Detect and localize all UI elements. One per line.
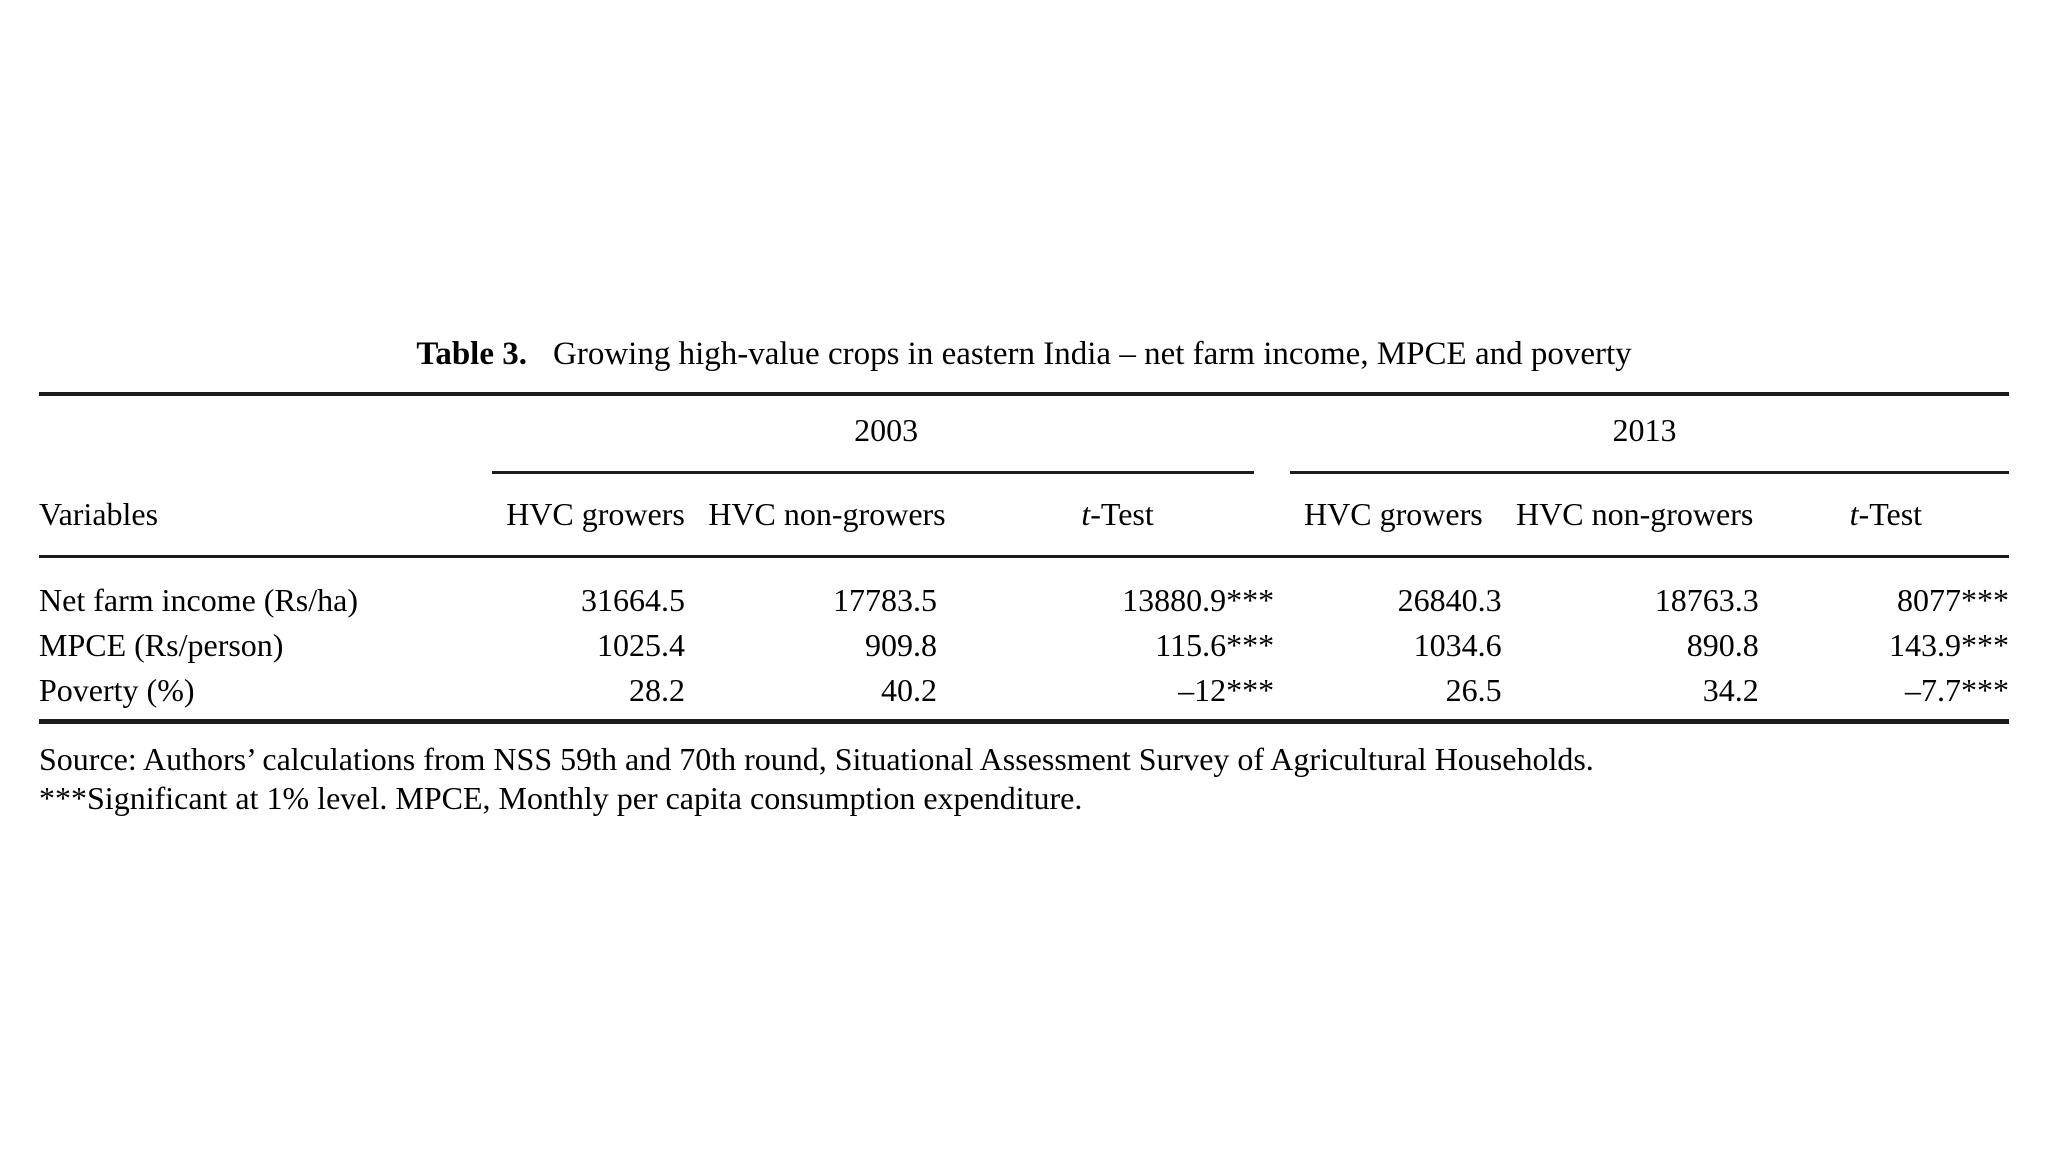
table-cell: –12*** xyxy=(1178,672,1275,708)
table-cell: 115.6*** xyxy=(1155,627,1275,663)
table-cell: –7.7*** xyxy=(1905,672,2009,708)
year-header-row: 2003 2013 xyxy=(39,396,2009,471)
significance-note: ***Significant at 1% level. MPCE, Monthl… xyxy=(39,780,1083,816)
table-caption: Table 3. Growing high-value crops in east… xyxy=(39,336,2009,373)
col-header-hvc-growers-2013: HVC growers xyxy=(1304,496,1483,532)
table-caption-label: Table 3. xyxy=(416,336,527,372)
table-cell: 143.9*** xyxy=(1889,627,2009,663)
row-variable: MPCE (Rs/person) xyxy=(39,627,284,663)
subrule-2013 xyxy=(1290,471,2009,474)
table-cell: 909.8 xyxy=(865,627,938,663)
col-header-hvc-growers-2003: HVC growers xyxy=(506,496,685,532)
col-header-t-test-2013: t-Test xyxy=(1763,474,2009,555)
col-header-hvc-non-growers-2003: HVC non-growers xyxy=(708,496,946,532)
header-rule-row xyxy=(39,555,2009,558)
header-rule xyxy=(39,555,2009,558)
table-cell: 31664.5 xyxy=(580,582,685,618)
table-row-poverty: Poverty (%) 28.2 40.2 –12*** 26.5 34.2 –… xyxy=(39,668,2009,719)
year-rule-row xyxy=(39,471,2009,474)
row-variable: Poverty (%) xyxy=(39,672,195,708)
bottom-rule-row xyxy=(39,719,2009,724)
top-rule xyxy=(39,392,2009,396)
table-caption-text: Growing high-value crops in eastern Indi… xyxy=(553,336,1632,372)
t-test-italic-t: t xyxy=(1849,496,1859,532)
row-variable: Net farm income (Rs/ha) xyxy=(39,582,358,618)
table-notes: Source: Authors’ calculations from NSS 5… xyxy=(39,740,2009,818)
year-header-2013: 2013 xyxy=(1612,412,1677,448)
table-cell: 34.2 xyxy=(1702,672,1759,708)
table-cell: 1034.6 xyxy=(1413,627,1502,663)
t-test-italic-t: t xyxy=(1081,496,1091,532)
col-header-variables: Variables xyxy=(39,496,159,532)
source-note: Source: Authors’ calculations from NSS 5… xyxy=(39,741,1594,777)
top-rule-row xyxy=(39,392,2009,396)
year-header-2003: 2003 xyxy=(854,412,919,448)
table-cell: 17783.5 xyxy=(833,582,938,618)
table-cell: 890.8 xyxy=(1686,627,1759,663)
table-cell: 1025.4 xyxy=(596,627,685,663)
column-header-row: Variables HVC growers HVC non-growers t-… xyxy=(39,474,2009,555)
table-cell: 8077*** xyxy=(1897,582,2009,618)
col-header-t-test-2003: t-Test xyxy=(955,474,1280,555)
data-table: 2003 2013 Variables HVC growers HVC non-… xyxy=(39,392,2009,724)
subrule-2003 xyxy=(492,471,1255,474)
year-row-spacer xyxy=(39,396,492,471)
table-cell: 26840.3 xyxy=(1397,582,1502,618)
table-cell: 18763.3 xyxy=(1654,582,1759,618)
bottom-rule xyxy=(39,719,2009,724)
col-header-hvc-non-growers-2013: HVC non-growers xyxy=(1516,496,1754,532)
table-cell: 28.2 xyxy=(628,672,685,708)
table-row-net-farm-income: Net farm income (Rs/ha) 31664.5 17783.5 … xyxy=(39,558,2009,623)
table-cell: 40.2 xyxy=(881,672,938,708)
table-row-mpce: MPCE (Rs/person) 1025.4 909.8 115.6*** 1… xyxy=(39,623,2009,668)
t-test-rest: -Test xyxy=(1090,496,1154,532)
t-test-rest: -Test xyxy=(1858,496,1923,532)
table-cell: 26.5 xyxy=(1445,672,1502,708)
table-cell: 13880.9*** xyxy=(1122,582,1275,618)
